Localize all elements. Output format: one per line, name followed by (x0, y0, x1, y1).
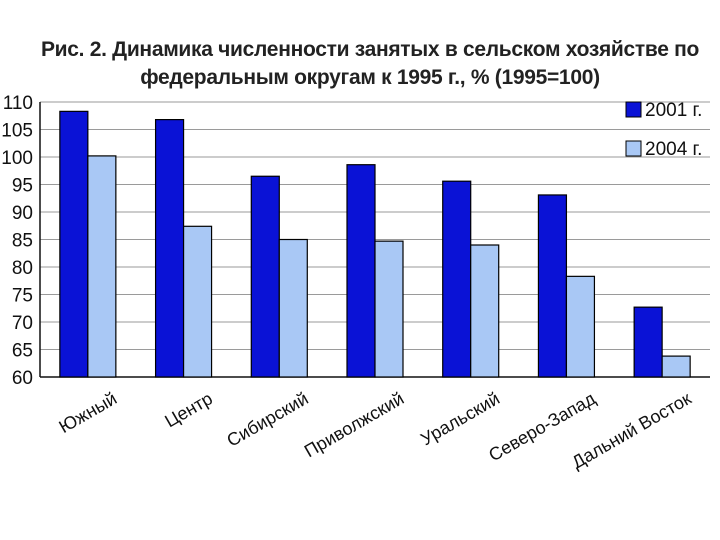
bar-series2 (470, 244, 500, 378)
y-tick-label: 65 (12, 341, 33, 362)
x-tick-label: Приволжский (301, 388, 408, 461)
bar-series1 (250, 175, 280, 378)
y-tick-label: 80 (12, 258, 33, 279)
bar-series1 (633, 306, 663, 378)
chart-title-line-2: федеральным округам к 1995 г., % (1995=1… (140, 66, 600, 89)
y-tick-label: 100 (1, 148, 33, 169)
bar-series1 (346, 164, 376, 378)
legend-label: 2001 г. (645, 100, 702, 121)
legend-swatch (625, 101, 642, 118)
y-tick-label: 95 (12, 176, 33, 197)
y-tick-label: 110 (3, 93, 33, 114)
y-tick-label: 90 (12, 203, 33, 224)
x-tick-label: Сибирский (223, 388, 311, 451)
bar-series2 (87, 155, 117, 378)
y-tick-label: 85 (12, 231, 33, 252)
bar-series1 (442, 180, 472, 378)
bar-series1 (537, 194, 568, 378)
bar-series2 (565, 275, 596, 378)
x-tick-label: Уральский (417, 388, 503, 449)
x-tick-label: Южный (56, 388, 121, 437)
bar-series1 (59, 110, 89, 378)
y-tick-label: 60 (12, 368, 33, 389)
legend-label: 2004 г. (645, 139, 702, 160)
x-tick-label: Центр (161, 388, 216, 431)
bar-series2 (182, 225, 213, 378)
y-tick-label: 75 (12, 286, 33, 307)
legend-swatch (625, 140, 642, 157)
bar-series2 (374, 240, 404, 378)
y-tick-label: 105 (1, 121, 33, 142)
bar-series2 (278, 238, 308, 378)
bar-series1 (154, 118, 185, 378)
y-tick-label: 70 (12, 313, 33, 334)
bar-series2 (661, 355, 691, 378)
chart-title-line-1: Рис. 2. Динамика численности занятых в с… (40, 38, 700, 61)
